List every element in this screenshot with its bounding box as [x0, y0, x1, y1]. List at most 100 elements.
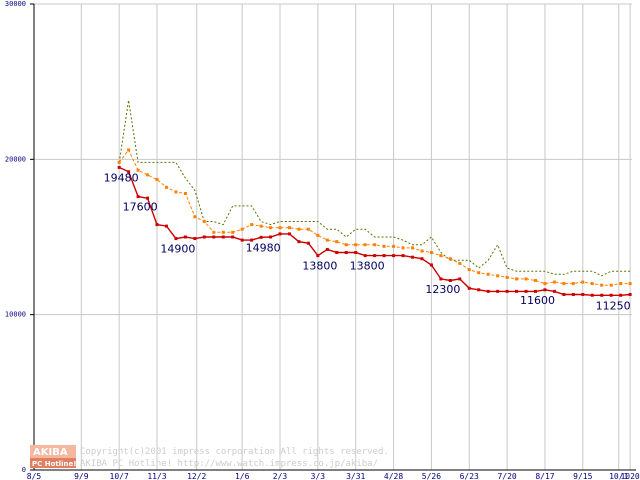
point-average: [628, 282, 632, 286]
point-average: [496, 274, 500, 278]
point-average: [202, 219, 206, 223]
data-label: 12300: [425, 283, 460, 296]
y-tick-label: 30000: [5, 0, 26, 8]
point-low: [467, 286, 471, 290]
point-low: [524, 289, 528, 293]
point-low: [316, 254, 320, 258]
point-low: [609, 293, 613, 297]
series-lines: [117, 100, 632, 297]
grid: [33, 3, 632, 470]
point-average: [193, 215, 197, 219]
point-average: [373, 243, 377, 247]
point-low: [250, 238, 254, 242]
point-average: [458, 261, 462, 265]
point-average: [401, 246, 405, 250]
point-low: [344, 251, 348, 255]
point-low: [477, 288, 481, 292]
point-low: [619, 293, 623, 297]
point-average: [231, 230, 235, 234]
point-low: [146, 196, 150, 200]
data-label: 14980: [246, 241, 281, 254]
point-low: [429, 263, 433, 267]
point-low: [363, 254, 367, 258]
point-average: [212, 230, 216, 234]
point-low: [136, 195, 140, 199]
series-line-high: [118, 100, 631, 277]
point-low: [127, 170, 131, 174]
data-label: 19480: [104, 171, 139, 184]
point-average: [269, 226, 273, 230]
x-tick-label: 9/15: [573, 472, 592, 480]
point-low: [193, 237, 197, 241]
data-labels: 19480 17600 14900 14980 13800 13800 12300 11600…: [104, 171, 631, 312]
point-average: [146, 173, 150, 177]
point-average: [363, 243, 367, 247]
x-tick-label: 8/5: [27, 472, 42, 480]
point-low: [392, 254, 396, 258]
point-low: [552, 289, 556, 293]
point-average: [439, 254, 443, 258]
point-average: [325, 238, 329, 242]
point-average: [287, 226, 291, 230]
point-low: [562, 292, 566, 296]
x-tick-label: 3/3: [311, 472, 326, 480]
point-low: [297, 240, 301, 244]
point-average: [505, 275, 509, 279]
point-low: [212, 235, 216, 239]
x-tick-label: 6/23: [460, 472, 479, 480]
point-low: [571, 292, 575, 296]
point-low: [581, 292, 585, 296]
point-average: [382, 244, 386, 248]
x-tick-label: 11/3: [147, 472, 166, 480]
point-low: [174, 237, 178, 241]
x-tick-label: 1020: [620, 472, 639, 480]
point-low: [628, 292, 632, 296]
point-low: [533, 289, 537, 293]
point-average: [183, 192, 187, 196]
point-low: [373, 254, 377, 258]
point-low: [155, 223, 159, 227]
point-low: [240, 238, 244, 242]
point-low: [231, 235, 235, 239]
point-low: [287, 232, 291, 236]
x-tick-label: 2/3: [273, 472, 288, 480]
data-label: 17600: [123, 201, 158, 214]
axes: [30, 3, 636, 471]
point-average: [259, 224, 263, 228]
point-average: [297, 227, 301, 231]
point-low: [183, 235, 187, 239]
point-average: [467, 268, 471, 272]
point-average: [552, 280, 556, 284]
point-low: [335, 251, 339, 255]
point-average: [562, 282, 566, 286]
point-low: [382, 254, 386, 258]
point-low: [590, 293, 594, 297]
point-average: [410, 246, 414, 250]
point-average: [221, 230, 225, 234]
point-average: [581, 280, 585, 284]
point-average: [609, 283, 613, 287]
series-line-low: [118, 166, 631, 296]
point-average: [590, 282, 594, 286]
point-average: [278, 226, 282, 230]
point-low: [515, 289, 519, 293]
x-axis-labels: 8/5 9/9 10/7 11/3 12/2 1/6 2/3 3/3 3/31 4/28 5/26 6…: [27, 472, 640, 480]
logo-top-text: AKIBA: [33, 447, 68, 458]
y-tick-label: 10000: [5, 311, 26, 319]
point-low: [543, 288, 547, 292]
point-average: [354, 243, 358, 247]
data-label: 14900: [160, 243, 195, 256]
point-average: [486, 272, 490, 276]
point-low: [202, 235, 206, 239]
logo-bottom-bg: [30, 458, 76, 468]
point-average: [477, 271, 481, 275]
point-low: [420, 257, 424, 261]
x-tick-label: 10/1: [609, 472, 628, 480]
point-average: [448, 257, 452, 261]
point-average: [524, 277, 528, 281]
point-average: [600, 283, 604, 287]
point-average: [316, 233, 320, 237]
logo-bottom-text: PC Hotline!: [32, 460, 76, 468]
point-average: [515, 277, 519, 281]
